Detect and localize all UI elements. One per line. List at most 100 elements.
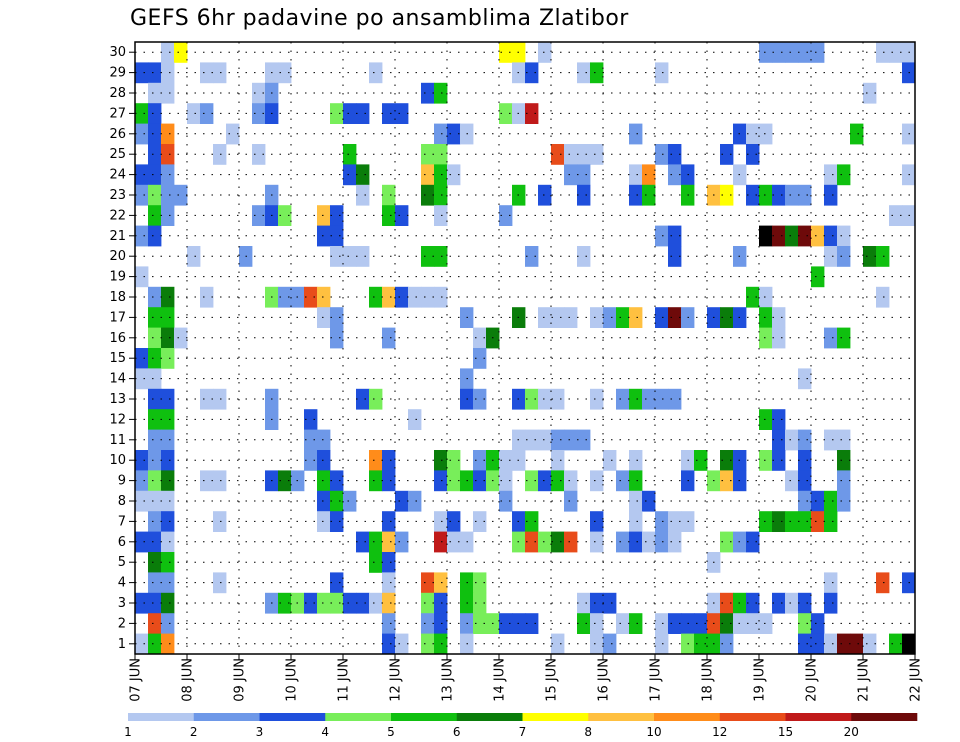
heatmap-cell bbox=[551, 307, 565, 328]
heatmap-cell bbox=[343, 144, 357, 165]
y-tick-label: 29 bbox=[109, 66, 126, 81]
y-tick-label: 17 bbox=[109, 310, 126, 325]
heatmap-cell bbox=[356, 164, 370, 186]
heatmap-cell bbox=[551, 531, 565, 553]
heatmap-cell bbox=[551, 450, 565, 471]
heatmap-cell bbox=[200, 470, 214, 492]
heatmap-cell bbox=[395, 103, 409, 124]
heatmap-cell bbox=[434, 144, 448, 165]
heatmap-cell bbox=[213, 388, 227, 410]
x-tick-label: 18 JUN bbox=[701, 658, 716, 702]
heatmap-cell bbox=[538, 184, 552, 206]
heatmap-cell bbox=[785, 42, 799, 63]
heatmap-cell bbox=[200, 62, 214, 84]
heatmap-cell bbox=[148, 470, 162, 492]
heatmap-cell bbox=[395, 490, 409, 512]
heatmap-cell bbox=[785, 511, 799, 532]
heatmap-cell bbox=[304, 409, 318, 430]
heatmap-cell bbox=[577, 246, 591, 267]
heatmap-cell bbox=[655, 225, 669, 247]
heatmap-cell bbox=[161, 572, 175, 594]
heatmap-cell bbox=[564, 164, 578, 186]
heatmap-cell bbox=[447, 470, 461, 492]
heatmap-cell bbox=[811, 511, 825, 532]
heatmap-cell bbox=[161, 164, 175, 186]
heatmap-cell bbox=[304, 429, 318, 451]
legend-swatch bbox=[456, 713, 523, 721]
heatmap-cell bbox=[408, 490, 422, 512]
heatmap-cell bbox=[772, 327, 786, 349]
heatmap-cell bbox=[590, 62, 604, 84]
heatmap-cell bbox=[330, 592, 344, 614]
heatmap-cell bbox=[525, 388, 539, 410]
heatmap-cell bbox=[330, 225, 344, 247]
heatmap-cell bbox=[447, 450, 461, 471]
heatmap-cell bbox=[720, 592, 734, 614]
x-tick-label: 19 JUN bbox=[753, 658, 768, 702]
heatmap-cell bbox=[616, 470, 630, 492]
heatmap-cell bbox=[148, 592, 162, 614]
heatmap-cell bbox=[720, 470, 734, 492]
heatmap-cell bbox=[577, 429, 591, 451]
heatmap-cell bbox=[629, 164, 643, 186]
heatmap-cell bbox=[200, 103, 214, 124]
heatmap-cell bbox=[876, 286, 890, 308]
heatmap-cell bbox=[213, 511, 227, 532]
heatmap-cell bbox=[317, 592, 331, 614]
heatmap-cell bbox=[382, 205, 396, 226]
heatmap-cell bbox=[759, 184, 773, 206]
heatmap-cell bbox=[148, 368, 162, 390]
heatmap-cell bbox=[369, 552, 383, 573]
heatmap-cell bbox=[161, 429, 175, 451]
heatmap-cell bbox=[148, 307, 162, 328]
heatmap-cell bbox=[564, 490, 578, 512]
heatmap-cell bbox=[213, 572, 227, 594]
heatmap-cell bbox=[785, 429, 799, 451]
heatmap-cell bbox=[577, 592, 591, 614]
legend-label: 12 bbox=[712, 725, 727, 739]
heatmap-cell bbox=[434, 450, 448, 471]
y-tick-label: 2 bbox=[118, 616, 126, 631]
heatmap-cell bbox=[499, 450, 513, 471]
heatmap-cell bbox=[278, 286, 292, 308]
heatmap-cell bbox=[421, 184, 435, 206]
heatmap-cell bbox=[538, 470, 552, 492]
heatmap-cell bbox=[356, 388, 370, 410]
heatmap-cell bbox=[772, 429, 786, 451]
legend-swatch bbox=[719, 713, 786, 721]
heatmap-cell bbox=[525, 613, 539, 634]
heatmap-cell bbox=[252, 82, 266, 104]
heatmap-cell bbox=[668, 307, 682, 328]
heatmap-cell bbox=[473, 348, 487, 369]
heatmap-cell bbox=[720, 307, 734, 328]
heatmap-cell bbox=[421, 633, 435, 655]
heatmap-cell bbox=[499, 103, 513, 124]
heatmap-cell bbox=[798, 450, 812, 471]
heatmap-cell bbox=[837, 327, 851, 349]
heatmap-cell bbox=[577, 62, 591, 84]
heatmap-cell bbox=[148, 327, 162, 349]
heatmap-cell bbox=[252, 144, 266, 165]
heatmap-cell bbox=[356, 592, 370, 614]
heatmap-cell bbox=[356, 103, 370, 124]
heatmap-cell bbox=[369, 286, 383, 308]
heatmap-cell bbox=[369, 450, 383, 471]
y-tick-label: 11 bbox=[109, 433, 126, 448]
heatmap-cell bbox=[369, 62, 383, 84]
heatmap-cell bbox=[837, 490, 851, 512]
heatmap-cell bbox=[135, 592, 149, 614]
heatmap-cell bbox=[148, 205, 162, 226]
heatmap-cell bbox=[811, 266, 825, 288]
heatmap-cell bbox=[161, 184, 175, 206]
heatmap-cell bbox=[434, 613, 448, 634]
heatmap-cell bbox=[538, 388, 552, 410]
heatmap-cell bbox=[161, 531, 175, 553]
legend-label: 7 bbox=[519, 725, 527, 739]
y-tick-label: 10 bbox=[109, 453, 126, 468]
heatmap-cell bbox=[759, 450, 773, 471]
heatmap-cell bbox=[148, 225, 162, 247]
heatmap-cell bbox=[772, 592, 786, 614]
heatmap-cell bbox=[161, 42, 175, 63]
heatmap-cell bbox=[343, 164, 357, 186]
heatmap-cell bbox=[876, 246, 890, 267]
